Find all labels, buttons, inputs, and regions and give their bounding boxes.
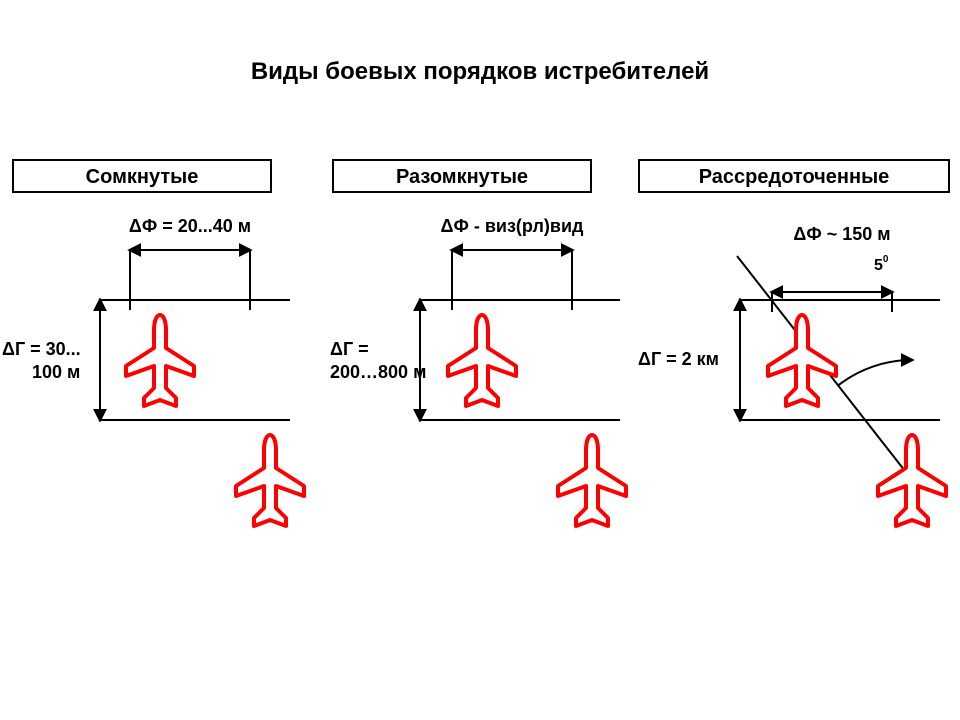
- aircraft-icon: [236, 435, 304, 526]
- panel-label-dispersed: Рассредоточенные: [638, 159, 950, 193]
- aircraft-icon: [768, 315, 836, 406]
- phi-dimension-label: ΔФ - виз(рл)вид: [441, 216, 584, 236]
- diagram-closed: ΔФ = 20...40 м ΔГ = 30... 100 м: [0, 200, 310, 560]
- gamma-dimension-label-2: 200…800 м: [330, 362, 426, 382]
- gamma-dimension-label: ΔГ = 2 км: [638, 349, 719, 369]
- phi-dimension-label: ΔФ ~ 150 м: [793, 224, 890, 244]
- panel-label-open: Разомкнутые: [332, 159, 592, 193]
- gamma-dimension-label: ΔГ = 30...: [2, 339, 81, 359]
- gamma-dimension-label: ΔГ =: [330, 339, 369, 359]
- title-text: Виды боевых порядков истребителей: [251, 58, 709, 85]
- aircraft-icon: [448, 315, 516, 406]
- diagram-open: ΔФ - виз(рл)вид ΔГ = 200…800 м: [312, 200, 630, 560]
- aircraft-icon: [558, 435, 626, 526]
- diagram-dispersed: ΔФ ~ 150 м ΔГ = 2 км 50: [632, 200, 960, 560]
- page-title: Виды боевых порядков истребителей: [0, 58, 960, 86]
- gamma-dimension-label-2: 100 м: [32, 362, 80, 382]
- phi-dimension-label: ΔФ = 20...40 м: [129, 216, 251, 236]
- panel-label-closed: Сомкнутые: [12, 159, 272, 193]
- angle-label: 50: [874, 254, 889, 274]
- aircraft-icon: [126, 315, 194, 406]
